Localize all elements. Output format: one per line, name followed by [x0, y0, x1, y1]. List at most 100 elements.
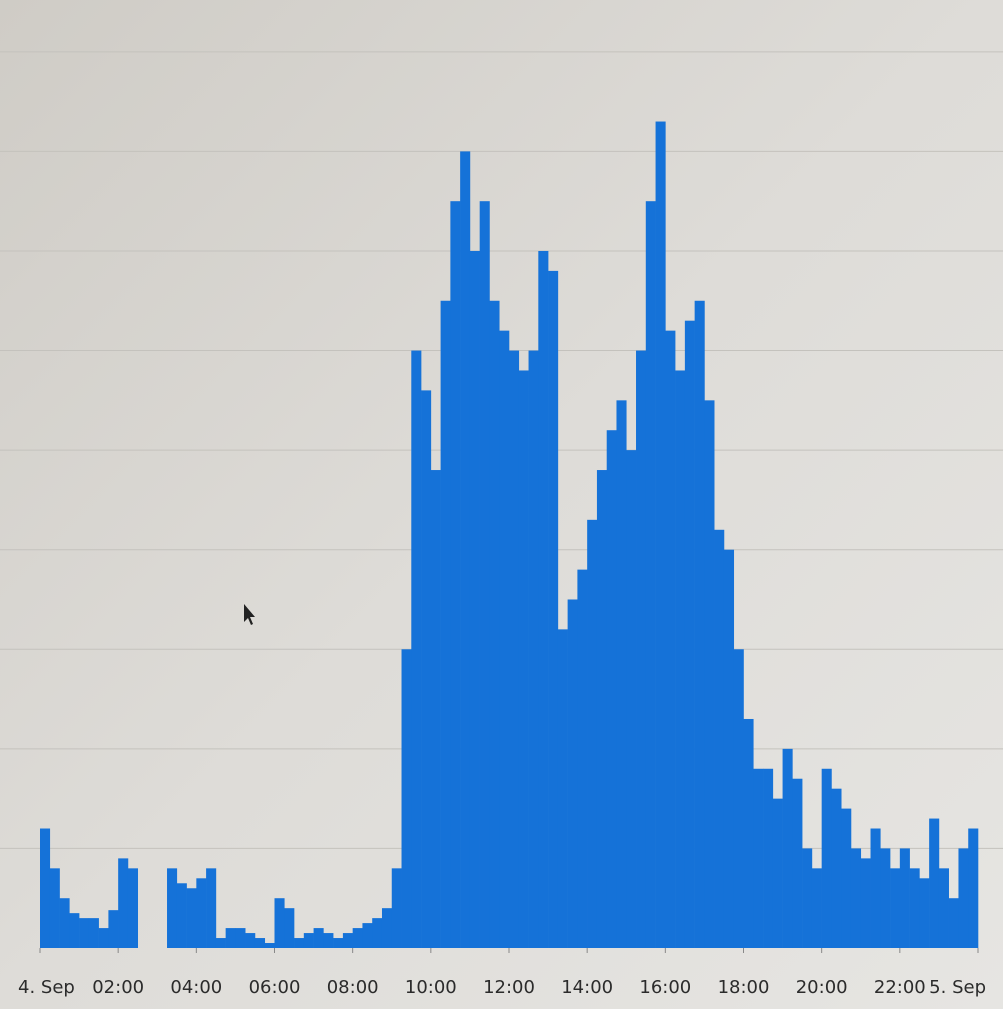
bars	[40, 121, 979, 949]
bar	[518, 370, 529, 948]
bar	[880, 848, 891, 948]
bar	[372, 918, 383, 948]
bar	[499, 330, 510, 948]
x-tick-label: 02:00	[92, 977, 144, 998]
bar	[352, 928, 363, 948]
x-tick-label: 18:00	[718, 977, 770, 998]
bar	[196, 878, 207, 948]
bar	[968, 828, 979, 948]
bar	[40, 828, 51, 948]
bar	[59, 898, 70, 948]
x-tick-label: 06:00	[249, 977, 301, 998]
bar	[88, 918, 99, 948]
bar	[381, 908, 393, 948]
x-tick-label: 4. Sep	[18, 977, 75, 998]
bar	[69, 913, 80, 948]
bar	[460, 151, 471, 949]
bar	[245, 933, 256, 948]
bar	[645, 201, 656, 949]
bar	[753, 768, 764, 948]
bar	[430, 470, 441, 948]
bar	[577, 569, 588, 948]
bar	[127, 868, 139, 948]
bar	[841, 808, 852, 948]
x-tick-label: 22:00	[874, 977, 926, 998]
bar	[509, 350, 520, 948]
bar	[489, 300, 500, 948]
bar	[391, 868, 402, 948]
bar	[176, 883, 187, 948]
bar	[303, 933, 314, 948]
bar	[411, 350, 422, 948]
x-tick-label: 16:00	[639, 977, 691, 998]
bar	[665, 330, 676, 948]
bar	[782, 748, 793, 948]
bar	[421, 390, 432, 949]
bar	[440, 300, 451, 948]
bar	[79, 918, 90, 948]
bar	[655, 121, 666, 948]
bar	[899, 848, 910, 948]
bar	[274, 898, 285, 948]
bar	[206, 868, 217, 948]
x-tick-label: 5. Sep	[929, 977, 986, 998]
bar	[118, 858, 129, 948]
bar	[342, 933, 353, 948]
bar	[733, 649, 744, 948]
bar	[333, 938, 344, 948]
bar	[450, 201, 461, 949]
x-tick-label: 12:00	[483, 977, 535, 998]
bar	[98, 928, 109, 948]
x-tick-label: 10:00	[405, 977, 457, 998]
bar	[284, 908, 295, 948]
x-tick-label: 14:00	[561, 977, 613, 998]
bar	[694, 300, 705, 948]
bar	[616, 400, 627, 948]
bar	[323, 933, 334, 948]
bar	[606, 430, 617, 948]
bar	[313, 928, 324, 948]
bar	[802, 848, 813, 948]
bar	[811, 868, 822, 948]
bar	[821, 768, 832, 948]
bar	[860, 858, 871, 948]
bar	[548, 270, 559, 948]
bar	[938, 868, 949, 948]
bar	[870, 828, 881, 948]
bar	[626, 450, 637, 948]
mouse-cursor	[244, 604, 255, 625]
bar	[919, 878, 930, 948]
bar	[167, 868, 178, 948]
bar	[890, 868, 901, 948]
bar	[186, 888, 197, 948]
x-tick-label: 08:00	[327, 977, 379, 998]
bar	[948, 898, 959, 948]
bar	[792, 778, 803, 948]
x-axis: 4. Sep 02:00 04:00 06:00 08:00 10:00 12:00 14:0…	[18, 948, 986, 998]
bar	[294, 938, 305, 948]
bar	[763, 768, 774, 948]
bar	[479, 201, 490, 949]
bar	[225, 928, 236, 948]
bar	[675, 370, 686, 948]
bar	[235, 928, 246, 948]
bar	[743, 718, 754, 948]
bar	[362, 923, 373, 948]
bar	[929, 818, 940, 948]
bar	[772, 798, 783, 948]
bar	[215, 938, 226, 948]
bar	[557, 629, 568, 948]
bar	[636, 350, 647, 948]
bar	[596, 470, 608, 948]
bar	[528, 350, 539, 948]
bar	[567, 599, 578, 948]
bar	[587, 519, 598, 948]
bar	[254, 938, 266, 948]
x-tick-label: 20:00	[796, 977, 848, 998]
bar	[538, 250, 549, 948]
bar	[684, 320, 695, 948]
bar	[469, 250, 480, 948]
bar	[714, 529, 725, 948]
